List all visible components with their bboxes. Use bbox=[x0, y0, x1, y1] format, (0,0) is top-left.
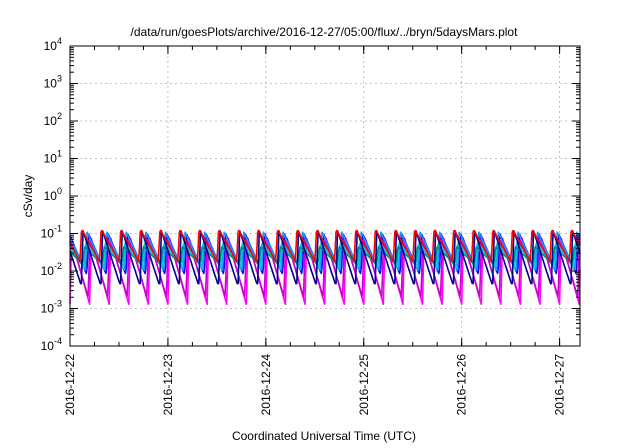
series-line bbox=[69, 229, 581, 262]
y-tick-label: 102 bbox=[44, 111, 62, 128]
y-tick-label: 100 bbox=[44, 186, 62, 203]
series-line bbox=[69, 242, 581, 269]
y-tick-label: 10-4 bbox=[41, 336, 62, 353]
x-tick-label: 2016-12-27 bbox=[553, 354, 567, 416]
y-tick-label: 10-3 bbox=[41, 299, 62, 316]
y-tick-label: 10-2 bbox=[41, 261, 62, 278]
x-tick-label: 2016-12-26 bbox=[455, 354, 469, 416]
y-axis: 10-4 10-3 10-2 10-1 100 101 102 103 104 bbox=[41, 36, 580, 353]
x-tick-label: 2016-12-24 bbox=[259, 354, 273, 416]
y-axis-label: cSv/day bbox=[21, 175, 35, 218]
x-axis-label: Coordinated Universal Time (UTC) bbox=[232, 429, 416, 443]
y-tick-label: 103 bbox=[44, 74, 62, 91]
x-axis: 2016-12-22 2016-12-23 2016-12-24 2016-12-25… bbox=[63, 46, 567, 415]
x-tick-label: 2016-12-25 bbox=[357, 354, 371, 416]
x-tick-label: 2016-12-23 bbox=[161, 354, 175, 416]
y-tick-label: 10-1 bbox=[41, 224, 62, 241]
series-lines bbox=[69, 229, 581, 306]
y-tick-label: 101 bbox=[44, 149, 62, 166]
x-tick-label: 2016-12-22 bbox=[63, 354, 77, 416]
y-tick-label: 104 bbox=[44, 36, 62, 53]
chart-title: /data/run/goesPlots/archive/2016-12-27/0… bbox=[131, 25, 519, 39]
